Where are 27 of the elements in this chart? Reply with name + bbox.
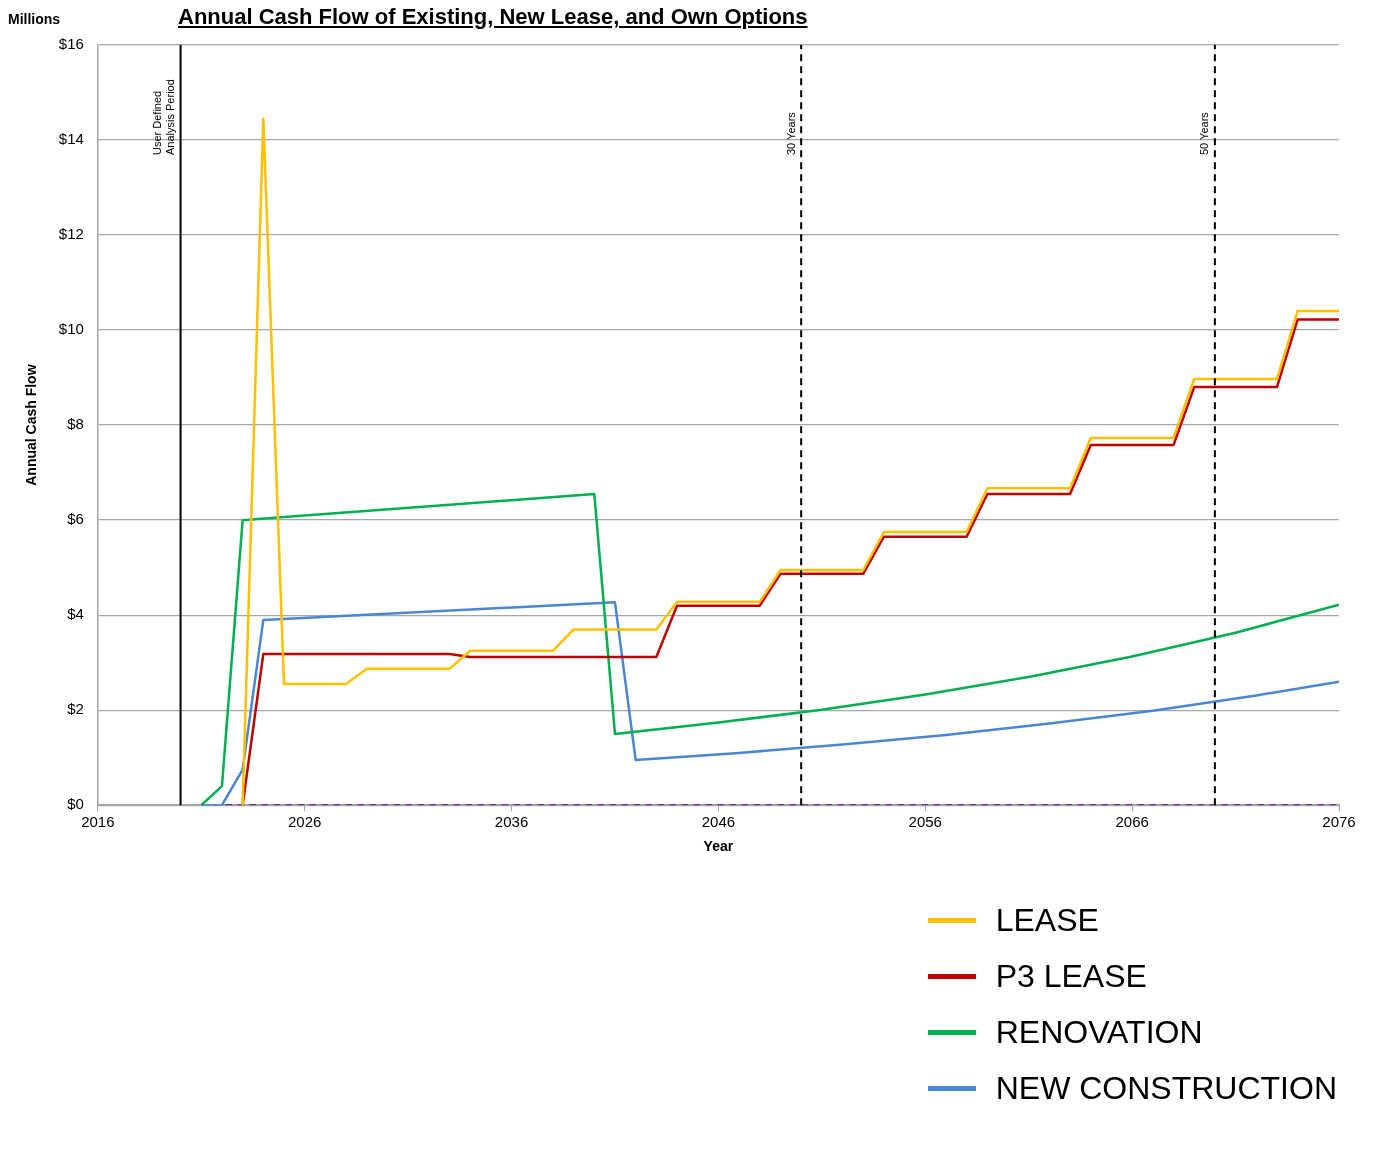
- x-axis-title: Year: [703, 838, 734, 855]
- ref-line-label: 50 Years: [1198, 111, 1211, 155]
- y-tick-label: $10: [58, 320, 84, 338]
- x-tick-label: 2026: [288, 813, 322, 831]
- legend-label: NEW CONSTRUCTION: [995, 1069, 1337, 1108]
- y-tick-label: $8: [67, 415, 84, 433]
- y-tick-label: $6: [67, 510, 84, 528]
- ref-line-label: User Defined Analysis Period: [151, 79, 177, 155]
- y-tick-label: $14: [58, 130, 84, 148]
- text: Millions: [8, 10, 61, 27]
- x-tick-label: 2046: [701, 813, 736, 831]
- y-tick-label: $12: [58, 225, 84, 243]
- y-tick-label: $16: [58, 35, 84, 53]
- ref-line-label: 30 Years: [784, 111, 797, 155]
- chart-title: Annual Cash Flow of Existing, New Lease, and Own Options: [178, 4, 808, 30]
- y-tick-label: $4: [67, 605, 84, 623]
- x-tick-label: 2066: [1115, 813, 1149, 831]
- legend-label: RENOVATION: [995, 1013, 1203, 1052]
- y-tick-label: $0: [67, 795, 84, 813]
- x-tick-label: 2036: [494, 813, 529, 831]
- legend-label: LEASE: [995, 901, 1099, 940]
- x-tick-label: 2076: [1322, 813, 1356, 831]
- x-tick-label: 2016: [81, 813, 115, 831]
- x-tick-label: 2056: [908, 813, 942, 831]
- legend-label: P3 LEASE: [995, 957, 1147, 996]
- y-axis-title: Annual Cash Flow: [23, 364, 40, 486]
- y-tick-label: $2: [67, 700, 84, 718]
